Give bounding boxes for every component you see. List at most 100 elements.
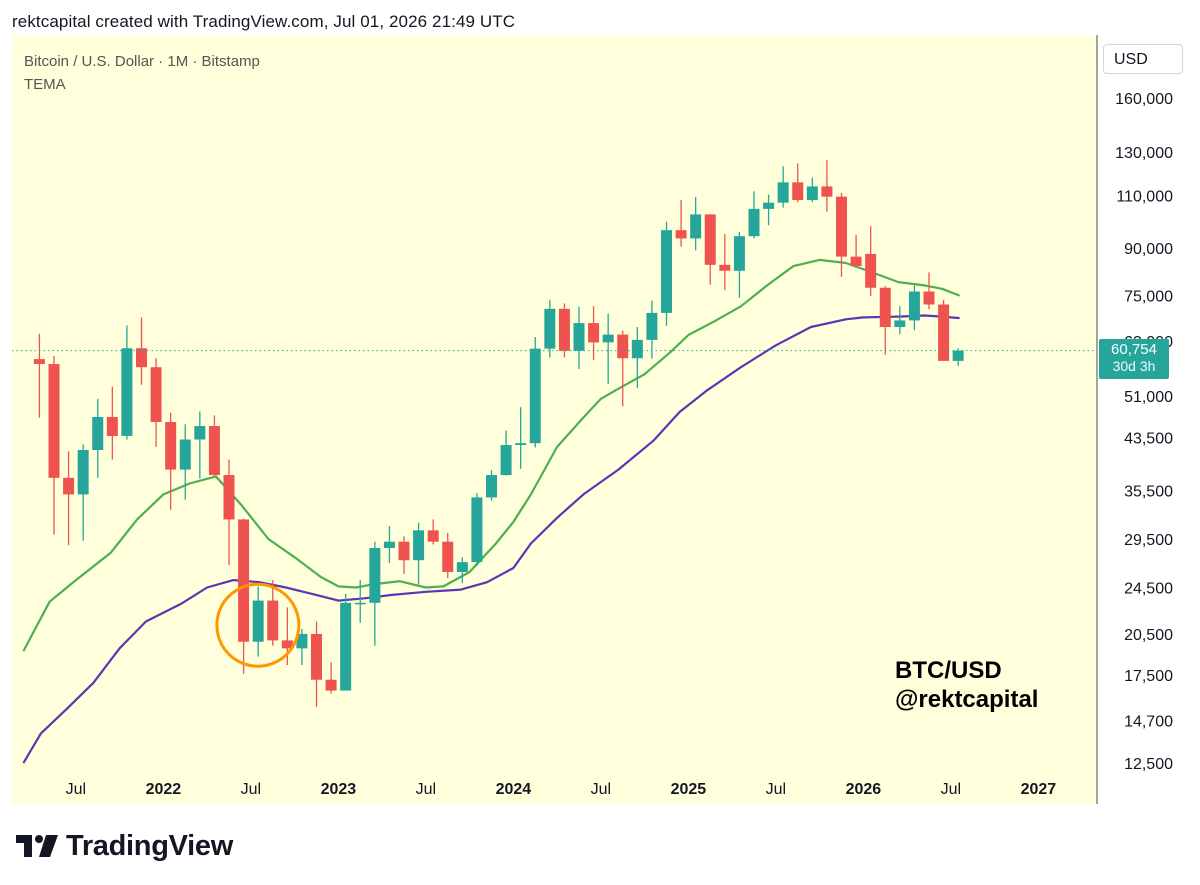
candle[interactable] — [952, 348, 964, 366]
candle-body — [821, 186, 833, 197]
candle[interactable] — [267, 580, 279, 646]
candle[interactable] — [208, 415, 220, 476]
candle[interactable] — [836, 192, 847, 277]
candle[interactable] — [252, 586, 264, 657]
candle[interactable] — [136, 317, 147, 385]
candle-body — [617, 334, 629, 359]
candle[interactable] — [719, 233, 731, 291]
currency-selector[interactable]: USD — [1103, 44, 1183, 74]
y-axis-tick-label: 35,500 — [1124, 484, 1173, 501]
last-price-value: 60,754 — [1111, 341, 1157, 358]
candle[interactable] — [938, 299, 950, 361]
candle[interactable] — [908, 285, 920, 331]
candle[interactable] — [238, 518, 250, 674]
candle-body — [558, 308, 570, 351]
candle[interactable] — [675, 199, 687, 247]
candle[interactable] — [733, 232, 745, 298]
candle-body — [33, 359, 45, 365]
candle-body — [150, 367, 162, 423]
candle[interactable] — [165, 412, 177, 510]
candle[interactable] — [879, 286, 891, 355]
candle[interactable] — [529, 337, 541, 448]
candle[interactable] — [763, 194, 775, 226]
highlight-circle — [215, 582, 301, 668]
x-axis-tick-label: 2025 — [671, 781, 707, 798]
candle[interactable] — [602, 313, 614, 384]
price-axis-panel — [1098, 35, 1200, 804]
plot-area[interactable] — [12, 35, 1097, 804]
candle[interactable] — [121, 325, 133, 440]
candle[interactable] — [515, 407, 527, 469]
candle[interactable] — [500, 430, 512, 476]
x-axis-tick-label: Jul — [241, 781, 261, 798]
candle[interactable] — [340, 593, 352, 691]
candle[interactable] — [179, 424, 191, 500]
candle[interactable] — [792, 163, 804, 203]
candle[interactable] — [471, 492, 483, 567]
tradingview-footer[interactable]: TradingView — [16, 826, 233, 866]
candle[interactable] — [413, 522, 425, 585]
y-axis-tick-label: 17,500 — [1124, 668, 1173, 685]
candle[interactable] — [48, 356, 60, 535]
candle[interactable] — [544, 299, 556, 358]
candle-body — [908, 291, 920, 321]
candle[interactable] — [748, 191, 760, 239]
candle[interactable] — [106, 386, 118, 460]
candle[interactable] — [383, 526, 395, 564]
x-axis-tick-label: Jul — [416, 781, 436, 798]
y-axis-tick-label: 51,000 — [1124, 389, 1173, 406]
tema-line-fast[interactable] — [22, 258, 960, 652]
candle[interactable] — [646, 300, 658, 359]
candle[interactable] — [558, 303, 570, 358]
candle-body — [879, 287, 891, 328]
candle-body — [325, 679, 337, 691]
candle[interactable] — [311, 621, 322, 707]
candle[interactable] — [865, 226, 877, 296]
candle[interactable] — [456, 557, 468, 584]
candle[interactable] — [369, 541, 381, 646]
candle-body — [850, 256, 862, 267]
candle[interactable] — [617, 330, 629, 407]
candle[interactable] — [821, 159, 833, 212]
candle[interactable] — [661, 221, 672, 326]
candle-body — [136, 348, 147, 368]
candle[interactable] — [325, 662, 337, 694]
candle-body — [938, 304, 950, 361]
candle[interactable] — [150, 358, 162, 447]
candle[interactable] — [92, 398, 104, 478]
candle[interactable] — [850, 235, 862, 267]
candle[interactable] — [777, 166, 789, 208]
candle-body — [398, 541, 410, 561]
candle[interactable] — [194, 411, 206, 479]
candle-body — [77, 449, 89, 495]
candle[interactable] — [77, 444, 89, 541]
watermark-pair: BTC/USD — [895, 657, 1002, 684]
candle-body — [427, 530, 439, 542]
candle[interactable] — [486, 470, 497, 501]
candle[interactable] — [690, 197, 702, 251]
candle[interactable] — [573, 306, 585, 370]
candle-body — [165, 422, 177, 470]
candle-body — [661, 230, 672, 313]
candle-body — [573, 323, 585, 351]
candle[interactable] — [923, 272, 935, 310]
candle-body — [631, 339, 643, 359]
candle[interactable] — [354, 580, 366, 623]
candle-body — [792, 182, 804, 201]
symbol-description[interactable]: Bitcoin / U.S. Dollar · 1M · Bitstamp — [24, 53, 260, 70]
candle[interactable] — [806, 177, 818, 203]
candle[interactable] — [427, 519, 439, 545]
candle[interactable] — [296, 628, 308, 666]
y-axis-tick-label: 75,000 — [1124, 289, 1173, 306]
candle[interactable] — [223, 459, 235, 566]
candle[interactable] — [63, 451, 75, 546]
candle[interactable] — [398, 536, 410, 574]
candle[interactable] — [894, 306, 906, 335]
candle[interactable] — [33, 333, 45, 418]
candle[interactable] — [631, 327, 643, 389]
indicator-label[interactable]: TEMA — [24, 76, 66, 93]
candle[interactable] — [704, 214, 716, 285]
candle[interactable] — [442, 532, 454, 579]
tema-line-slow[interactable] — [22, 314, 960, 764]
